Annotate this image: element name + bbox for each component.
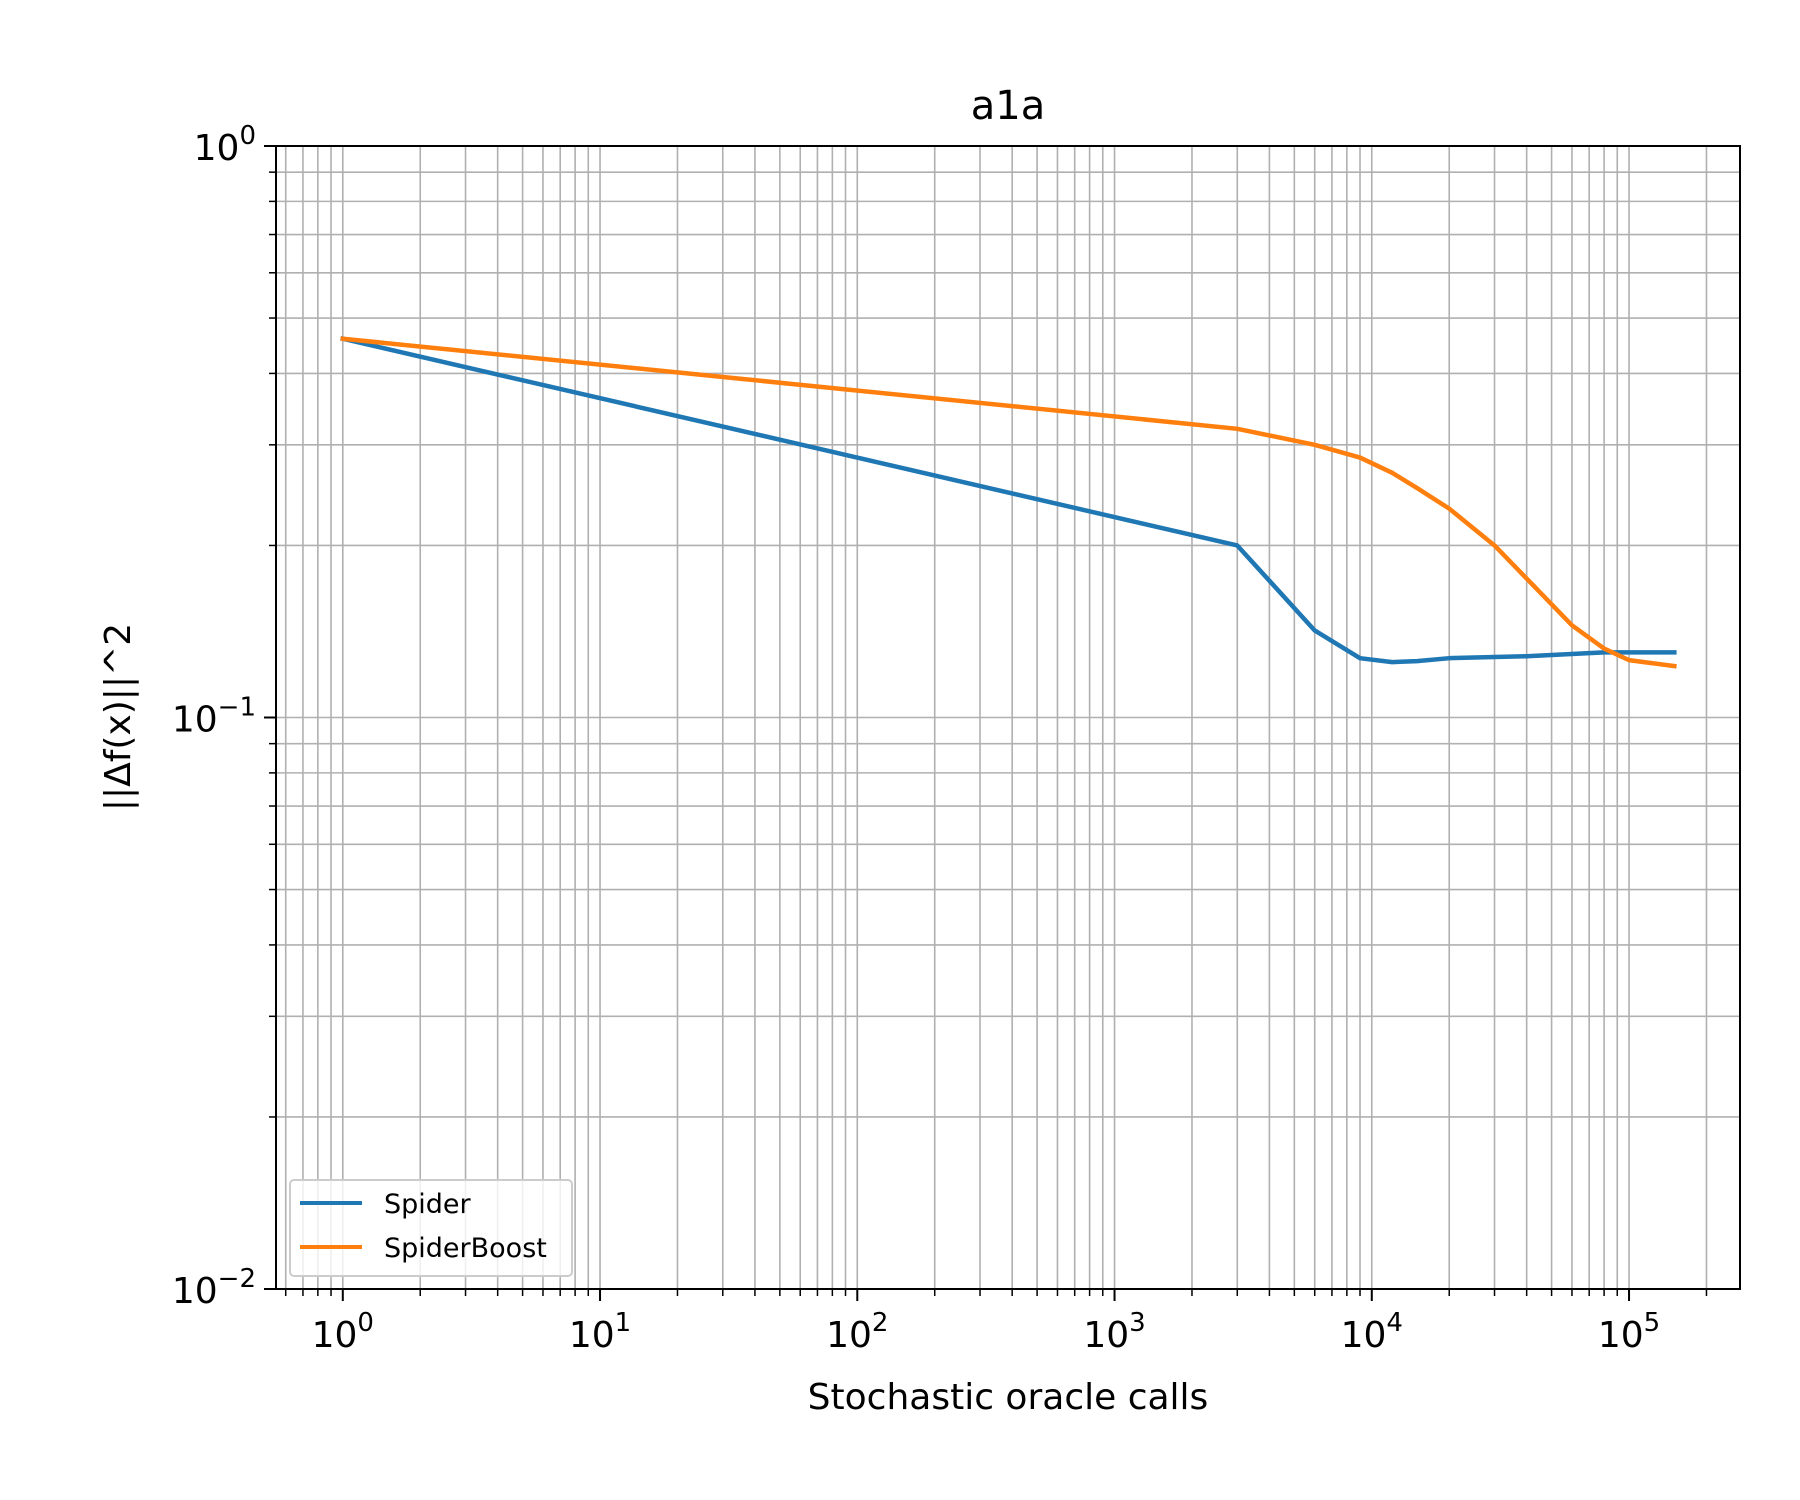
legend: Spider SpiderBoost — [289, 1179, 573, 1277]
tick-layer: 100 101 102 103 104 105 10−2 10−1 100 — [172, 121, 1708, 1356]
y-tick-label: 10−1 — [172, 693, 256, 741]
series-line-spiderboost — [340, 336, 1677, 669]
series-line-spider — [340, 336, 1677, 665]
x-tick-label: 104 — [1341, 1308, 1403, 1356]
grid-layer — [276, 145, 1740, 1290]
series-layer — [340, 336, 1677, 669]
x-tick-label: 103 — [1083, 1308, 1145, 1356]
y-axis-label: ||Δf(x)||^2 — [98, 623, 139, 811]
x-tick-label: 100 — [312, 1308, 374, 1356]
x-tick-label: 102 — [826, 1308, 888, 1356]
chart-title: a1a — [971, 83, 1045, 129]
x-tick-label: 105 — [1598, 1308, 1660, 1356]
x-tick-label: 101 — [569, 1308, 631, 1356]
legend-label-spiderboost: SpiderBoost — [384, 1233, 547, 1264]
x-axis-label: Stochastic oracle calls — [808, 1377, 1209, 1418]
y-tick-label: 100 — [194, 121, 256, 169]
y-tick-label: 10−2 — [172, 1264, 256, 1312]
legend-label-spider: Spider — [384, 1189, 472, 1220]
